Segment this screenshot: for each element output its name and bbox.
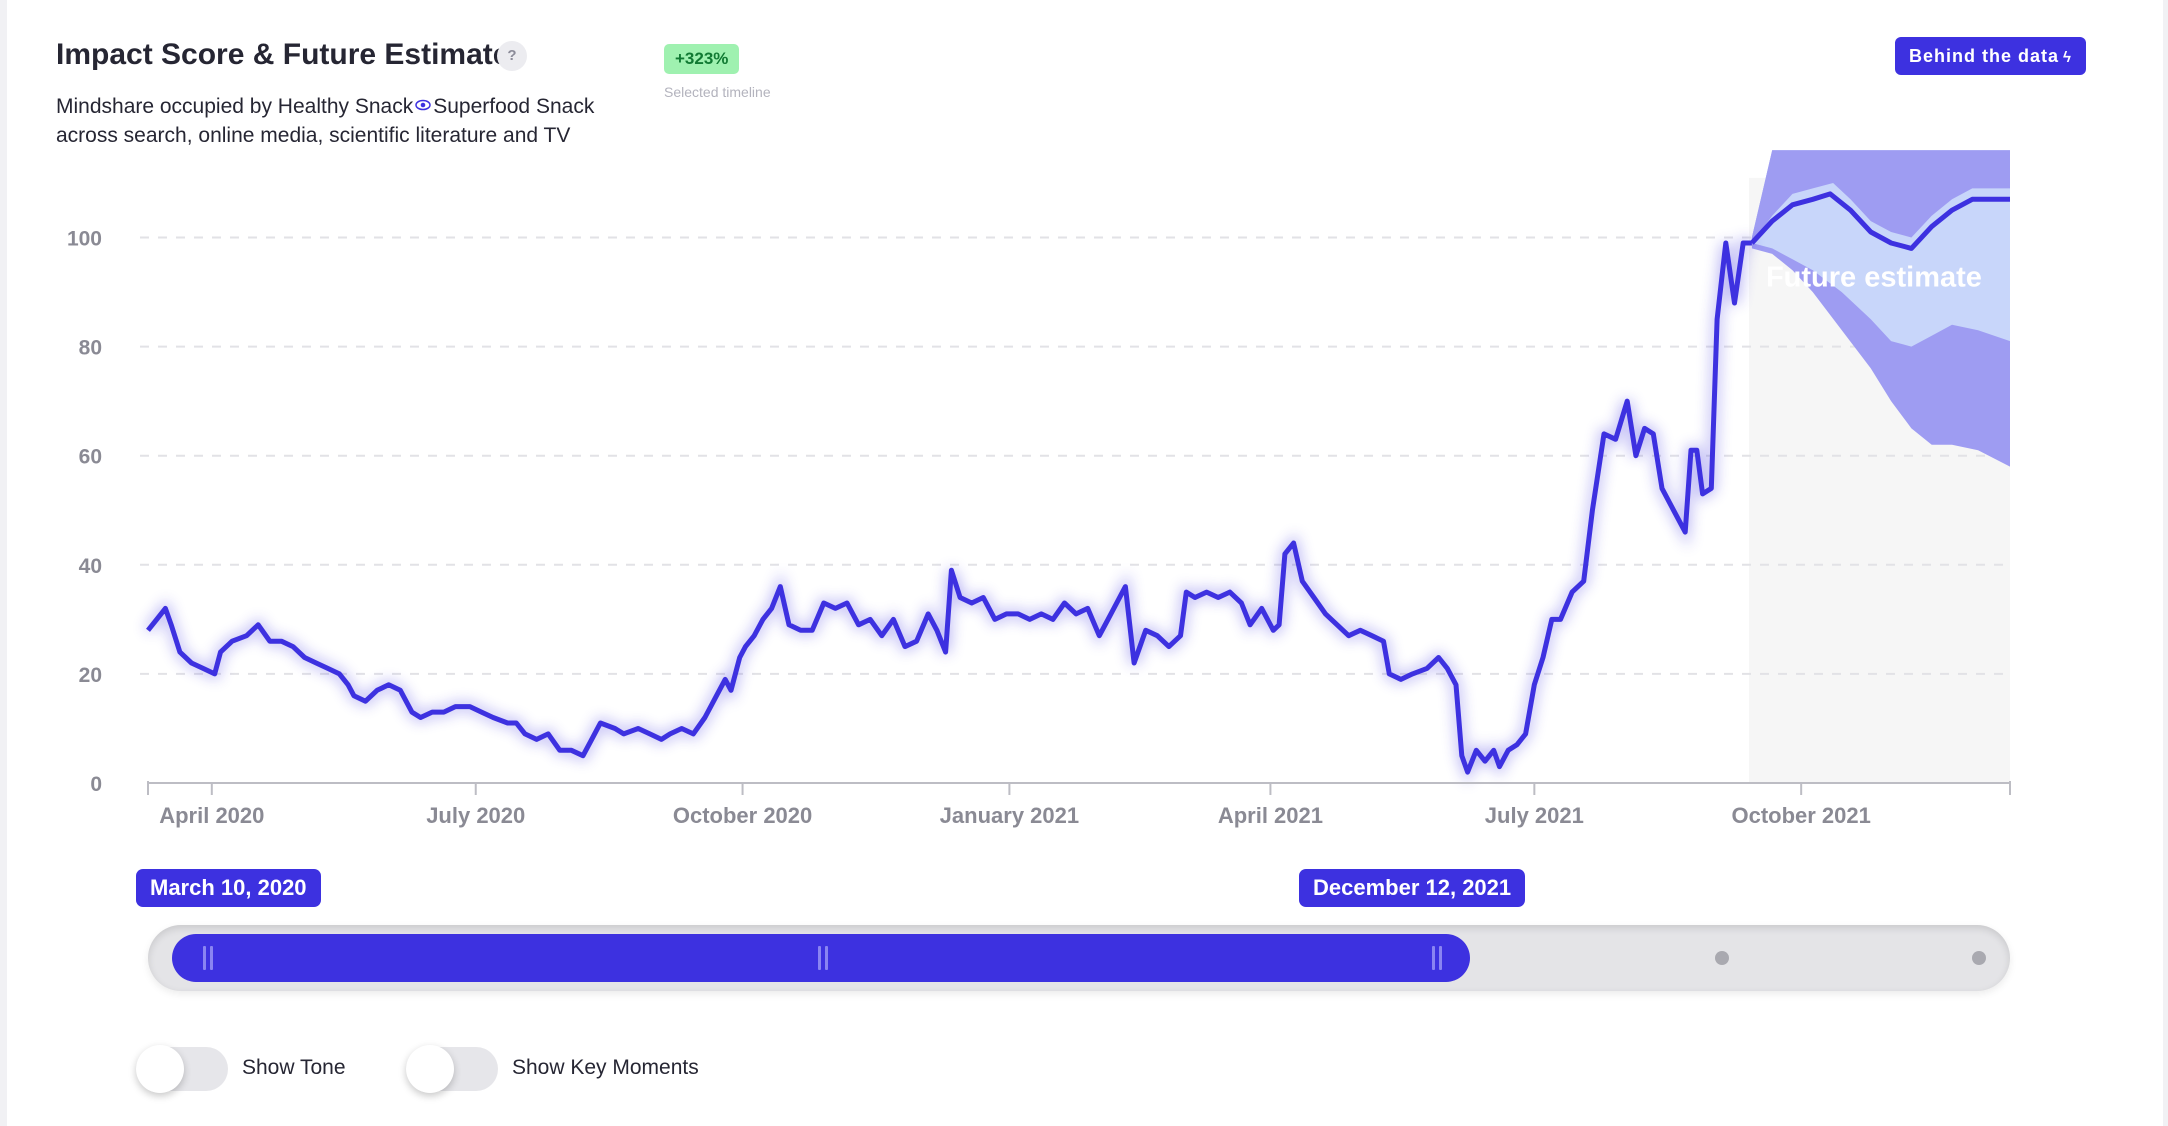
subtitle-topic: Mindshare occupied by Healthy Snack — [56, 95, 414, 118]
y-tick-label: 40 — [79, 555, 102, 578]
forecast-marker-dot — [1715, 951, 1729, 965]
toggle-knob — [406, 1045, 454, 1093]
frame-left-edge — [0, 0, 7, 1126]
behind-the-data-label: Behind the data — [1909, 46, 2060, 66]
toggle-knob — [136, 1045, 184, 1093]
x-tick-label: July 2020 — [426, 803, 525, 828]
show-tone-label: Show Tone — [242, 1056, 346, 1079]
eye-icon — [415, 99, 431, 111]
x-tick-label: October 2021 — [1731, 803, 1870, 828]
impact-score-line — [146, 240, 1752, 775]
y-tick-label: 80 — [79, 337, 102, 360]
future-estimate-line — [1750, 191, 2010, 251]
y-tick-label: 100 — [67, 228, 102, 251]
x-tick-label: July 2021 — [1485, 803, 1584, 828]
future-estimate-label: Future estimate — [1766, 262, 1982, 294]
change-badge: +323% — [664, 44, 740, 74]
timeline-selected-range[interactable] — [172, 934, 1470, 982]
y-tick-label: 20 — [79, 664, 102, 687]
subtitle-compare: Superfood Snack — [433, 95, 595, 118]
subtitle-sources: across search, online media, scientific … — [56, 124, 571, 147]
track-end-dot — [1972, 951, 1986, 965]
chart-subtitle: Mindshare occupied by Healthy Snack Super… — [56, 92, 594, 150]
impact-line-glow — [144, 238, 1752, 785]
x-tick-label: October 2020 — [673, 803, 812, 828]
range-end-handle[interactable] — [1430, 946, 1444, 970]
range-start-handle[interactable] — [201, 946, 215, 970]
x-tick-label: January 2021 — [940, 803, 1079, 828]
help-icon[interactable]: ? — [497, 41, 527, 71]
range-move-handle[interactable] — [816, 946, 830, 970]
behind-the-data-button[interactable]: Behind the data ϟ — [1895, 37, 2086, 75]
show-tone-toggle[interactable] — [136, 1045, 228, 1093]
y-tick-label: 60 — [79, 446, 102, 469]
frame-right-edge — [2163, 0, 2168, 1126]
show-key-moments-label: Show Key Moments — [512, 1056, 699, 1079]
x-tick-label: April 2021 — [1218, 803, 1323, 828]
impact-chart: 0 20 40 60 80 100 Future estimate April 2020 Jul… — [67, 150, 2011, 828]
show-key-moments-toggle[interactable] — [406, 1045, 498, 1093]
chart-title: Impact Score & Future Estimate — [56, 38, 510, 71]
bolt-icon: ϟ — [2063, 49, 2072, 66]
range-end-label: December 12, 2021 — [1299, 869, 1526, 907]
change-caption: Selected timeline — [664, 84, 771, 100]
forecast-band-top — [1751, 150, 2010, 243]
range-start-label: March 10, 2020 — [136, 869, 321, 907]
y-tick-label: 0 — [90, 773, 102, 796]
x-tick-label: April 2020 — [159, 803, 264, 828]
